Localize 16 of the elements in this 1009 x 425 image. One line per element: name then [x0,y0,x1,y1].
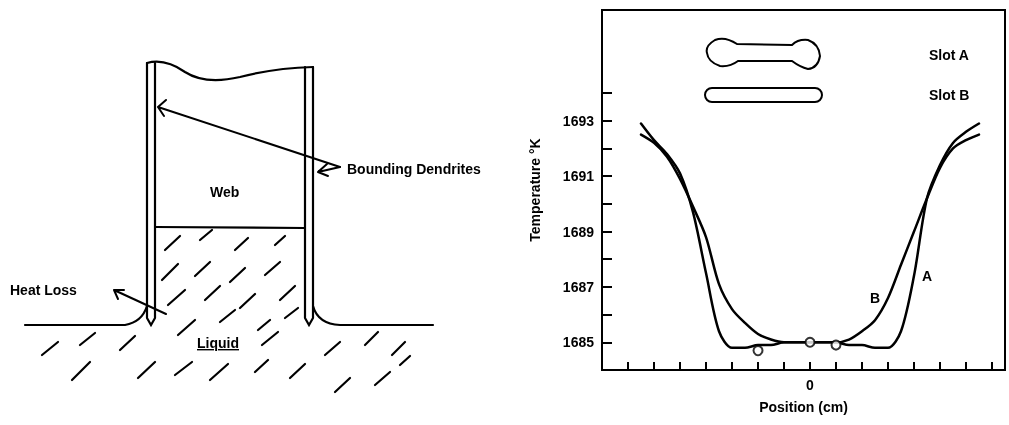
y-tick-label: 1687 [562,278,595,295]
series-label: B [869,290,880,306]
annotation: Slot B [929,87,970,103]
annotation: Slot A [929,47,969,63]
y-tick-label: 1685 [562,334,595,351]
y-tick-label: 1689 [562,223,595,240]
series-label: A [922,267,933,284]
text: Bounding Dendrites [347,161,481,177]
x-axis-title: Position (cm) [759,399,848,415]
text: Web [210,184,240,200]
y-axis-title: Temperature °K [527,138,543,242]
y-tick-label: 1691 [562,168,595,185]
text: Heat Loss [10,282,78,298]
x-tick-label: 0 [806,377,815,393]
y-tick-label: 1693 [562,112,595,129]
text: Liquid [197,335,239,351]
